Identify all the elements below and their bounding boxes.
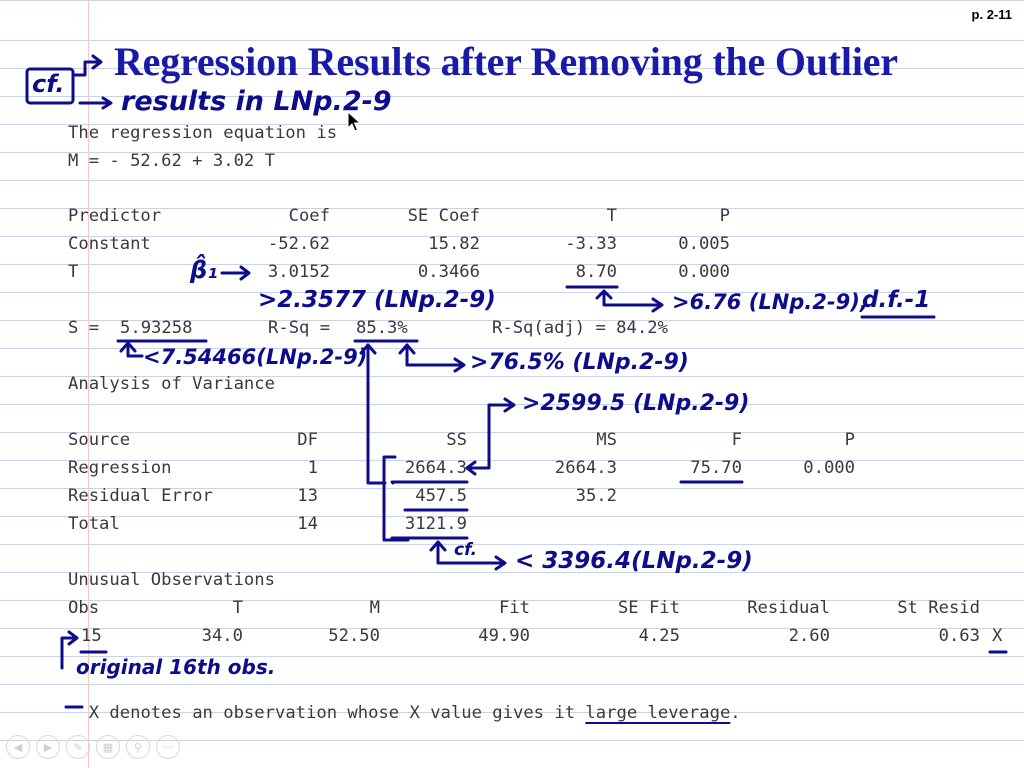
rsq-arrow (405, 343, 464, 367)
footnote-period: . (730, 703, 741, 723)
unusual-heading: Unusual Observations (68, 570, 275, 590)
anova-row-ms: 35.2 (575, 486, 617, 506)
t-note: >6.76 (LNp.2-9), (672, 290, 868, 314)
unusual-row-sefit: 4.25 (638, 626, 680, 646)
unusual-row-stresid: 0.63 (938, 626, 980, 646)
unusual-header-residual: Residual (747, 598, 830, 618)
anova-row-df: 1 (307, 458, 318, 478)
back-icon[interactable]: ◀ (6, 735, 30, 759)
anova-row-source: Residual Error (68, 486, 213, 506)
footnote-text: denotes an observation whose X value giv… (99, 703, 586, 723)
unusual-header-fit: Fit (498, 598, 530, 618)
fit-s-value: 5.93258 (120, 318, 193, 338)
mouse-cursor-icon (347, 111, 361, 132)
unusual-header-sefit: SE Fit (617, 598, 680, 618)
fit-rsq-label: R-Sq = (268, 318, 341, 338)
rsq-note: >76.5% (LNp.2-9) (470, 350, 689, 375)
unusual-row-t: 34.0 (201, 626, 243, 646)
cf-box-label: cf. (32, 70, 65, 98)
s-note: <7.54466(LNp.2-9) (143, 345, 368, 369)
coef-row-coef: -52.62 (267, 234, 330, 254)
coef-note: >2.3577 (LNp.2-9) (258, 287, 496, 313)
viewer-toolbar: ◀ ▶ ✎ ▦ ⚲ ··· (6, 735, 180, 759)
fit-rsq-adj: R-Sq(adj) = 84.2% (492, 318, 668, 338)
anova-row-ss: 2664.3 (404, 458, 467, 478)
anova-row-source: Total (68, 514, 120, 534)
coef-row-secoef: 0.3466 (417, 262, 480, 282)
anova-header-df: DF (297, 430, 318, 450)
unusual-header-m: M (369, 598, 380, 618)
coef-row-t: 8.70 (575, 262, 617, 282)
unusual-row-m: 52.50 (328, 626, 380, 646)
margin-line (88, 0, 89, 768)
anova-row-f: 75.70 (690, 458, 742, 478)
t-arrow (602, 290, 662, 307)
beta-hat-note: β̂₁ (190, 256, 218, 284)
pages-icon[interactable]: ▦ (96, 735, 120, 759)
coef-header-secoef: SE Coef (407, 206, 480, 226)
anova-header-p: P (844, 430, 855, 450)
more-icon[interactable]: ··· (156, 735, 180, 759)
coef-header-t: T (606, 206, 617, 226)
unusual-row-residual: 2.60 (788, 626, 830, 646)
anova-header-ms: MS (596, 430, 617, 450)
anova-header-ss: SS (446, 430, 467, 450)
footnote: X denotes an observation whose X value g… (68, 683, 741, 723)
ss-reg-arrow (466, 403, 514, 470)
s-arrow (126, 342, 144, 358)
anova-row-ms: 2664.3 (554, 458, 617, 478)
coef-header-p: P (719, 206, 730, 226)
ss-total-note: < 3396.4(LNp.2-9) (515, 548, 753, 574)
unusual-header-obs: Obs (68, 598, 100, 618)
coef-header-coef: Coef (288, 206, 330, 226)
anova-heading: Analysis of Variance (68, 374, 275, 394)
equation-line1: The regression equation is (68, 123, 338, 143)
unusual-header-t: T (232, 598, 243, 618)
page-number: p. 2-11 (971, 7, 1012, 22)
coef-header-predictor: Predictor (68, 206, 162, 226)
footnote-x: X (88, 703, 100, 723)
anova-header-f: F (731, 430, 742, 450)
anova-row-ss: 3121.9 (404, 514, 467, 534)
footnote-large-leverage: large leverage (585, 703, 731, 723)
coef-row-t: -3.33 (565, 234, 617, 254)
fit-s-label: S = (68, 318, 110, 338)
unusual-header-stresid: St Resid (897, 598, 980, 618)
unusual-row-flag: X (992, 626, 1003, 646)
anova-row-p: 0.000 (803, 458, 855, 478)
page-title: Regression Results after Removing the Ou… (114, 39, 898, 84)
anova-row-source: Regression (68, 458, 172, 478)
anova-row-df: 14 (297, 514, 318, 534)
equation-line2: M = - 52.62 + 3.02 T (68, 151, 275, 171)
coef-row-p: 0.005 (678, 234, 730, 254)
obs-arrow (60, 636, 78, 670)
coef-row-p: 0.000 (678, 262, 730, 282)
unusual-row-obs: 15 (81, 626, 102, 646)
forward-icon[interactable]: ▶ (36, 735, 60, 759)
results-note: results in LNp.2-9 (121, 86, 392, 117)
coef-row-secoef: 15.82 (428, 234, 480, 254)
ss-bracket (382, 455, 410, 542)
pen-icon[interactable]: ✎ (66, 735, 90, 759)
fit-rsq-value: 85.3% (356, 318, 408, 338)
anova-row-ss: 457.5 (415, 486, 467, 506)
unusual-row-fit: 49.90 (478, 626, 530, 646)
cf-arrow-title (71, 60, 102, 77)
obs-note: original 16th obs. (76, 655, 276, 679)
anova-row-df: 13 (297, 486, 318, 506)
ss-total-arrow (436, 540, 505, 565)
cf-small-note: cf. (454, 540, 478, 560)
df-note: d.f.-1 (862, 287, 931, 313)
rsq-vertical-arrow (366, 343, 387, 485)
zoom-icon[interactable]: ⚲ (126, 735, 150, 759)
cf-box (25, 67, 75, 105)
coef-row-label: T (68, 262, 79, 282)
ss-reg-note: >2599.5 (LNp.2-9) (522, 391, 750, 416)
coef-row-label: Constant (68, 234, 151, 254)
coef-row-coef: 3.0152 (267, 262, 330, 282)
anova-header-source: Source (68, 430, 131, 450)
